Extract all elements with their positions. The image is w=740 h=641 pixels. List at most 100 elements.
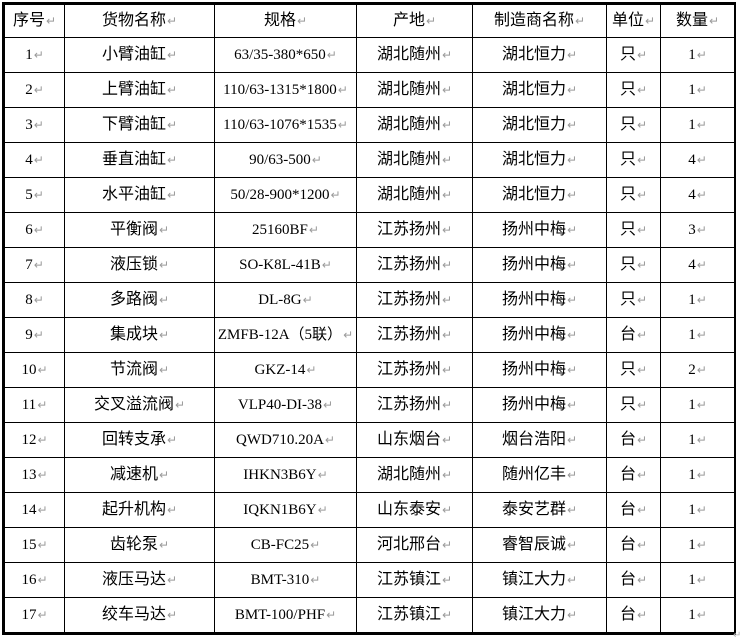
paragraph-mark-icon: ↵ [45, 14, 57, 28]
paragraph-mark-icon: ↵ [166, 153, 178, 167]
cell-origin-text: 湖北随州 [376, 81, 441, 98]
cell-spec-text: QWD710.20A [236, 431, 324, 448]
paragraph-mark-icon: ↵ [37, 433, 48, 447]
paragraph-mark-icon: ↵ [636, 503, 648, 517]
cell-qty-text: 1 [688, 466, 696, 483]
column-header-unit-label: 单位 [611, 12, 644, 29]
table-row: 1 ↵ 小臂油缸 ↵ 63/35-380*650 ↵ 湖北随州 ↵ 湖北恒力 ↵ 只 ↵ 1 ↵ [4, 37, 735, 73]
cell-qty-text: 4 [688, 186, 696, 203]
column-header-spec-label: 规格 [263, 12, 296, 29]
paragraph-mark-icon: ↵ [33, 83, 44, 97]
cell-maker: 泰安艺群 ↵ [472, 492, 607, 528]
paragraph-mark-icon: ↵ [317, 503, 328, 517]
cell-origin: 江苏镇江 ↵ [356, 597, 473, 633]
paragraph-mark-icon: ↵ [566, 328, 578, 342]
column-header-index-label: 序号 [12, 12, 45, 29]
paragraph-mark-icon: ↵ [566, 223, 578, 237]
cell-index: 9 ↵ [4, 317, 65, 353]
paragraph-mark-icon: ↵ [158, 258, 170, 272]
paragraph-mark-icon: ↵ [37, 608, 48, 622]
paragraph-mark-icon: ↵ [636, 573, 648, 587]
paragraph-mark-icon: ↵ [174, 398, 186, 412]
cell-name-text: 多路阀 [109, 291, 158, 308]
cell-origin-text: 河北邢台 [376, 536, 441, 553]
cell-unit-text: 只 [619, 81, 636, 98]
paragraph-mark-icon: ↵ [566, 503, 578, 517]
paragraph-mark-icon: ↵ [33, 48, 44, 62]
cell-qty-text: 2 [688, 361, 696, 378]
paragraph-mark-icon: ↵ [636, 608, 648, 622]
paragraph-mark-icon: ↵ [302, 293, 313, 307]
cell-unit-text: 台 [619, 326, 636, 343]
cell-maker-text: 扬州中梅 [501, 361, 566, 378]
cell-maker: 随州亿丰 ↵ [472, 457, 607, 493]
paragraph-mark-icon: ↵ [566, 538, 578, 552]
cell-unit: 只 ↵ [606, 247, 661, 283]
paragraph-mark-icon: ↵ [33, 258, 44, 272]
cell-qty: 1 ↵ [660, 422, 735, 458]
paragraph-mark-icon: ↵ [566, 48, 578, 62]
cell-qty: 1 ↵ [660, 597, 735, 633]
paragraph-mark-icon: ↵ [696, 468, 707, 482]
paragraph-mark-icon: ↵ [441, 118, 453, 132]
paragraph-mark-icon: ↵ [636, 83, 648, 97]
cell-name: 回转支承 ↵ [64, 422, 215, 458]
table-header: 序号 ↵ 货物名称 ↵ 规格 ↵ 产地 ↵ 制造商名称 ↵ 单位 ↵ [4, 4, 735, 38]
cell-index: 6 ↵ [4, 212, 65, 248]
cell-index-text: 14 [21, 501, 37, 518]
cell-origin: 江苏扬州 ↵ [356, 387, 473, 423]
cell-spec: DL-8G ↵ [214, 282, 357, 318]
cell-index-text: 11 [21, 396, 37, 413]
cell-index-text: 12 [21, 431, 37, 448]
paragraph-mark-icon: ↵ [636, 328, 648, 342]
goods-table-container: 序号 ↵ 货物名称 ↵ 规格 ↵ 产地 ↵ 制造商名称 ↵ 单位 ↵ [2, 2, 736, 635]
cell-name-text: 起升机构 [101, 501, 166, 518]
cell-spec: BMT-310 ↵ [214, 562, 357, 598]
cell-maker-text: 扬州中梅 [501, 256, 566, 273]
cell-unit: 台 ↵ [606, 562, 661, 598]
cell-origin: 湖北随州 ↵ [356, 37, 473, 73]
paragraph-mark-icon: ↵ [33, 153, 44, 167]
paragraph-mark-icon: ↵ [636, 153, 648, 167]
cell-origin-text: 江苏扬州 [376, 291, 441, 308]
cell-index-text: 8 [25, 291, 33, 308]
cell-unit-text: 只 [619, 256, 636, 273]
table-row: 6 ↵ 平衡阀 ↵ 25160BF ↵ 江苏扬州 ↵ 扬州中梅 ↵ 只 ↵ 3 ↵ [4, 212, 735, 248]
paragraph-mark-icon: ↵ [166, 118, 178, 132]
paragraph-mark-icon: ↵ [306, 363, 317, 377]
cell-maker-text: 烟台浩阳 [501, 431, 566, 448]
cell-index: 3 ↵ [4, 107, 65, 143]
cell-spec-text: BMT-310 [250, 571, 310, 588]
cell-spec: CB-FC25 ↵ [214, 527, 357, 563]
paragraph-mark-icon: ↵ [158, 468, 170, 482]
paragraph-mark-icon: ↵ [310, 538, 321, 552]
cell-origin: 江苏镇江 ↵ [356, 562, 473, 598]
cell-maker: 镇江大力 ↵ [472, 562, 607, 598]
cell-unit-text: 台 [619, 466, 636, 483]
cell-qty-text: 1 [688, 501, 696, 518]
paragraph-mark-icon: ↵ [566, 363, 578, 377]
cell-unit-text: 只 [619, 361, 636, 378]
cell-spec: SO-K8L-41B ↵ [214, 247, 357, 283]
cell-maker: 扬州中梅 ↵ [472, 317, 607, 353]
cell-maker: 湖北恒力 ↵ [472, 107, 607, 143]
table-row: 11 ↵ 交叉溢流阀 ↵ VLP40-DI-38 ↵ 江苏扬州 ↵ 扬州中梅 ↵ 只 ↵ 1 ↵ [4, 387, 735, 423]
cell-origin: 湖北随州 ↵ [356, 142, 473, 178]
paragraph-mark-icon: ↵ [574, 14, 586, 28]
table-row: 7 ↵ 液压锁 ↵ SO-K8L-41B ↵ 江苏扬州 ↵ 扬州中梅 ↵ 只 ↵ 4 ↵ [4, 247, 735, 283]
paragraph-mark-icon: ↵ [566, 293, 578, 307]
table-row: 12 ↵ 回转支承 ↵ QWD710.20A ↵ 山东烟台 ↵ 烟台浩阳 ↵ 台 ↵ 1 ↵ [4, 422, 735, 458]
cell-index-text: 2 [25, 81, 33, 98]
cell-maker-text: 睿智辰诚 [501, 536, 566, 553]
paragraph-mark-icon: ↵ [37, 538, 48, 552]
paragraph-mark-icon: ↵ [696, 398, 707, 412]
paragraph-mark-icon: ↵ [37, 468, 48, 482]
table-row: 14 ↵ 起升机构 ↵ IQKN1B6Y ↵ 山东泰安 ↵ 泰安艺群 ↵ 台 ↵ 1 ↵ [4, 492, 735, 528]
cell-name-text: 水平油缸 [101, 186, 166, 203]
cell-name-text: 节流阀 [109, 361, 158, 378]
cell-spec-text: BMT-100/PHF [234, 606, 326, 623]
cell-maker: 扬州中梅 ↵ [472, 387, 607, 423]
cell-unit-text: 只 [619, 116, 636, 133]
cell-name-text: 垂直油缸 [101, 151, 166, 168]
paragraph-mark-icon: ↵ [296, 14, 308, 28]
